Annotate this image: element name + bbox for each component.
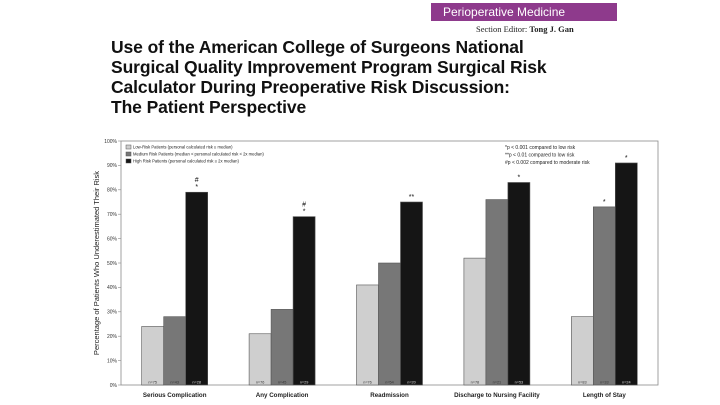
bar — [378, 262, 401, 386]
bar — [292, 216, 316, 386]
bar — [463, 257, 487, 386]
category-label: Any Complication — [256, 392, 309, 399]
significance-mark: # — [302, 202, 306, 209]
bar — [185, 191, 208, 386]
annotation-text: #p < 0.002 compared to moderate risk — [505, 160, 590, 166]
y-tick-label: 0% — [110, 383, 118, 389]
y-tick-label: 50% — [107, 261, 118, 267]
bar-n-label: n=24 — [622, 381, 631, 385]
legend-swatch — [125, 158, 132, 164]
section-name: Perioperative Medicine — [443, 5, 566, 19]
y-tick-label: 10% — [107, 358, 118, 364]
legend-swatch — [125, 151, 132, 157]
y-tick-label: 40% — [107, 285, 118, 291]
bar — [163, 316, 186, 386]
bar — [614, 162, 638, 386]
category-label: Readmission — [370, 392, 409, 399]
bar-n-label: n=75 — [148, 381, 157, 385]
bar — [270, 309, 294, 386]
bar-n-label: n=28 — [192, 381, 201, 385]
y-axis-label: Percentage of Patients Who Underestimate… — [92, 171, 101, 355]
bar — [248, 333, 272, 386]
bar-n-label: n=53 — [515, 381, 524, 385]
bar-n-label: n=29 — [300, 381, 309, 385]
legend-label: High Risk Patients (personal calculated … — [133, 159, 239, 164]
legend-label: Medium Risk Patients (median < personal … — [133, 152, 264, 157]
bar — [400, 201, 423, 386]
section-editor: Section Editor: Tong J. Gan — [476, 24, 574, 34]
legend-label: Low-Risk Patients (personal calculated r… — [133, 145, 233, 150]
category-label: Length of Stay — [583, 392, 627, 399]
section-banner: Perioperative Medicine — [431, 3, 617, 21]
significance-mark: * — [195, 184, 198, 191]
bar — [592, 206, 616, 386]
title-line: Use of the American College of Surgeons … — [111, 37, 524, 57]
bar — [356, 284, 379, 386]
bar-n-label: n=20 — [407, 381, 416, 385]
y-tick-label: 90% — [107, 163, 118, 169]
significance-mark: * — [625, 155, 628, 162]
bar — [485, 199, 509, 386]
y-tick-label: 100% — [104, 139, 117, 145]
significance-mark: * — [518, 174, 521, 181]
annotation-text: **p < 0.01 compared to low risk — [505, 153, 575, 159]
significance-mark: * — [303, 209, 306, 216]
annotation-text: *p < 0.001 compared to low risk — [505, 145, 576, 151]
bar-n-label: n=33 — [600, 381, 609, 385]
category-label: Serious Complication — [143, 392, 207, 399]
title-line: The Patient Perspective — [111, 97, 307, 117]
bar-n-label: n=76 — [363, 381, 372, 385]
bar-n-label: n=54 — [385, 381, 394, 385]
bar-n-label: n=78 — [471, 381, 480, 385]
section-editor-label: Section Editor: — [476, 24, 528, 34]
y-tick-label: 30% — [107, 310, 118, 316]
bar — [507, 182, 531, 386]
y-tick-label: 60% — [107, 236, 118, 242]
bar-n-label: n=83 — [578, 381, 587, 385]
bar-n-label: n=43 — [170, 381, 179, 385]
bar-n-label: n=21 — [493, 381, 502, 385]
significance-mark: ** — [409, 194, 415, 201]
y-tick-label: 70% — [107, 212, 118, 218]
bar-n-label: n=45 — [278, 381, 287, 385]
article-title: Use of the American College of Surgeons … — [111, 37, 581, 117]
legend-swatch — [125, 144, 132, 150]
section-editor-name: Tong J. Gan — [529, 24, 574, 34]
category-label: Discharge to Nursing Facility — [454, 392, 540, 399]
y-tick-label: 20% — [107, 334, 118, 340]
y-tick-label: 80% — [107, 188, 118, 194]
bar — [570, 316, 594, 386]
title-line: Surgical Quality Improvement Program Sur… — [111, 57, 547, 77]
bar — [141, 326, 164, 386]
bar-n-label: n=76 — [256, 381, 265, 385]
significance-mark: * — [603, 199, 606, 206]
title-line: Calculator During Preoperative Risk Disc… — [111, 77, 510, 97]
significance-mark: # — [195, 177, 199, 184]
